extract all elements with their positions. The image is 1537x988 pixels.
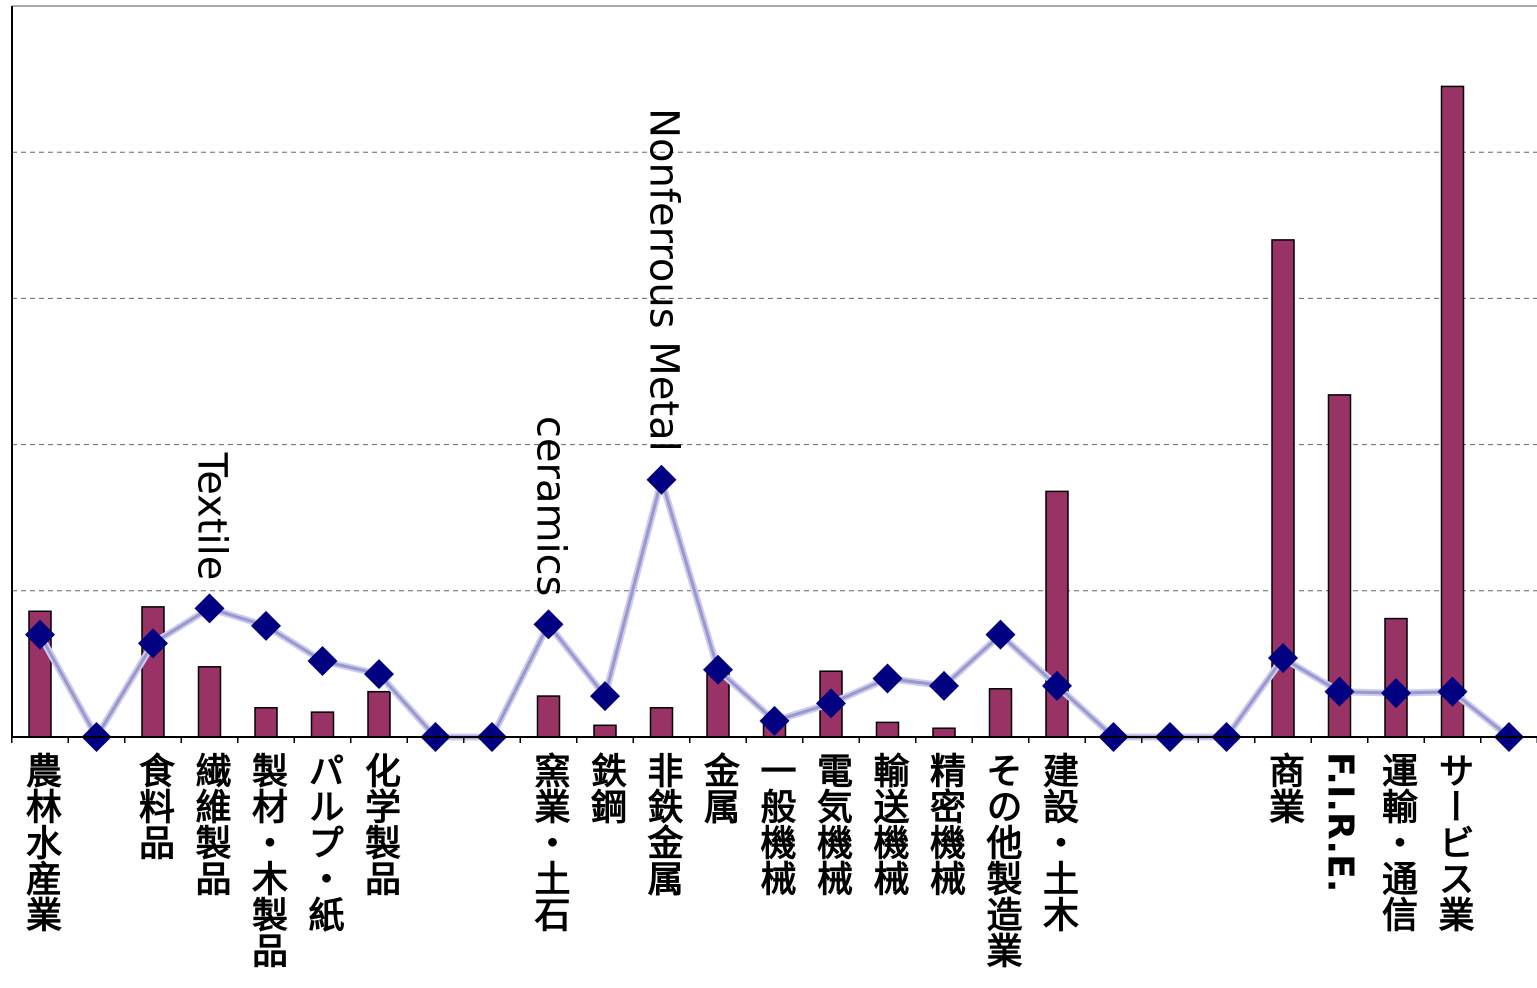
line-point [1381,678,1411,709]
annotations: Textile ceramics Nonferrous Metal [189,108,687,596]
x-tick-label: 窯業・土石 [528,752,570,932]
bar [649,707,674,738]
line-point [307,645,338,676]
gridlines [12,5,1537,592]
x-tick-label: 輸送機械 [867,752,909,896]
x-tick-label: 食料品 [133,752,174,860]
line-point [364,659,394,690]
x-tick-label: 化学製品 [359,752,400,896]
bar [141,606,165,738]
bar [1384,617,1408,738]
line-point [872,663,903,694]
bar [536,695,561,738]
x-tick-label: 製材・木製品 [246,752,287,968]
x-tick-label: F.I.R.E. [1319,752,1361,893]
x-tick-label: サービス業 [1432,752,1474,932]
bar [932,727,956,738]
line-markers [25,464,1524,752]
line-point [1437,676,1468,707]
x-tick-label: 電気機械 [811,752,852,896]
x-tick-label: 商業 [1263,752,1304,824]
line-point [703,654,733,685]
annotation-label: Nonferrous Metal [641,108,687,452]
x-tick-label: 非鉄金属 [641,752,683,896]
line-point [533,609,564,640]
x-tick-label: 金属 [698,752,739,824]
line-point [985,619,1016,650]
annotation-label: Textile [189,452,235,581]
axes [11,5,1537,743]
line-point [25,619,55,650]
line-point [1268,643,1298,674]
bar [988,688,1013,738]
line-point [1324,676,1355,707]
bar [254,707,278,738]
x-tick-label: 運輸・通信 [1376,752,1417,932]
bar [875,721,900,738]
line-point [590,681,620,712]
x-tick-label: パルプ・紙 [302,752,344,932]
x-tick-label: 建設・土木 [1037,752,1078,932]
line-point [194,593,225,624]
x-tick-label: 繊維製品 [189,752,231,896]
x-tick-label: 鉄鋼 [585,752,626,824]
bar [593,724,617,738]
x-tick-label: 一般機械 [754,752,796,896]
bar [197,666,222,738]
x-tick-label: その他製造業 [980,752,1022,968]
line-point [816,688,846,719]
line-point [646,464,677,495]
annotation-label: ceramics [528,416,574,596]
line-point [138,628,168,659]
x-tick-label: 精密機械 [924,752,965,896]
line-point [1042,670,1072,701]
line-point [929,670,959,701]
line-point [251,610,281,641]
bar [1440,85,1465,738]
bar [310,711,335,738]
x-tick-label: 農林水産業 [20,752,61,932]
line-point [759,705,790,736]
bar-series [28,85,1465,738]
bar [367,690,391,738]
